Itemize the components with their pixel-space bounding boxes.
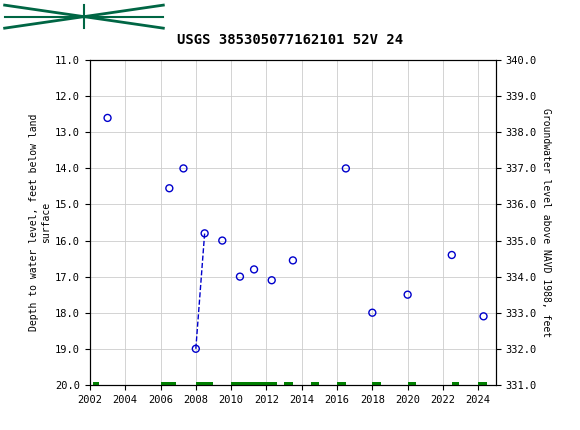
Text: USGS: USGS — [38, 9, 80, 23]
Point — [165, 185, 174, 192]
Bar — [408, 382, 416, 388]
Point — [200, 230, 209, 237]
Point — [368, 309, 377, 316]
Point — [103, 114, 112, 121]
Point — [191, 345, 201, 352]
Text: USGS 385305077162101 52V 24: USGS 385305077162101 52V 24 — [177, 33, 403, 47]
Bar — [161, 382, 176, 388]
Bar — [231, 382, 277, 388]
Point — [341, 165, 350, 172]
Point — [235, 273, 245, 280]
Bar — [284, 382, 293, 388]
Point — [288, 257, 298, 264]
Bar — [196, 382, 213, 388]
Bar — [5, 5, 164, 28]
Bar — [478, 382, 487, 388]
Y-axis label: Depth to water level, feet below land
surface: Depth to water level, feet below land su… — [30, 114, 51, 331]
Point — [249, 266, 259, 273]
Bar — [337, 382, 346, 388]
Bar — [93, 382, 99, 388]
Bar — [452, 382, 459, 388]
Y-axis label: Groundwater level above NAVD 1988, feet: Groundwater level above NAVD 1988, feet — [541, 108, 551, 337]
Point — [267, 277, 276, 284]
Point — [218, 237, 227, 244]
Point — [179, 165, 188, 172]
Point — [447, 252, 456, 258]
Bar — [310, 382, 320, 388]
Bar — [372, 382, 381, 388]
Point — [403, 291, 412, 298]
Point — [479, 313, 488, 320]
